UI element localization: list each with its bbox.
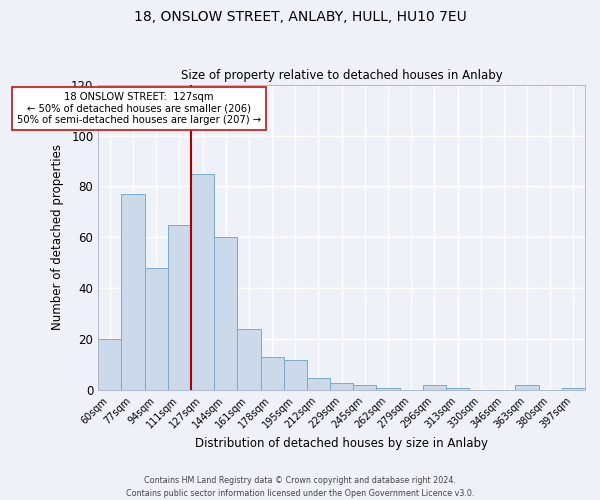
Text: Contains HM Land Registry data © Crown copyright and database right 2024.
Contai: Contains HM Land Registry data © Crown c…	[126, 476, 474, 498]
Bar	[191, 174, 214, 390]
Bar	[121, 194, 145, 390]
X-axis label: Distribution of detached houses by size in Anlaby: Distribution of detached houses by size …	[195, 437, 488, 450]
Bar	[98, 340, 121, 390]
Bar	[353, 385, 376, 390]
Bar	[145, 268, 168, 390]
Text: 18, ONSLOW STREET, ANLABY, HULL, HU10 7EU: 18, ONSLOW STREET, ANLABY, HULL, HU10 7E…	[134, 10, 466, 24]
Bar	[260, 357, 284, 390]
Bar	[168, 224, 191, 390]
Y-axis label: Number of detached properties: Number of detached properties	[51, 144, 64, 330]
Bar	[562, 388, 585, 390]
Bar	[214, 238, 238, 390]
Bar	[330, 382, 353, 390]
Bar	[307, 378, 330, 390]
Bar	[238, 329, 260, 390]
Text: 18 ONSLOW STREET:  127sqm
← 50% of detached houses are smaller (206)
50% of semi: 18 ONSLOW STREET: 127sqm ← 50% of detach…	[17, 92, 261, 126]
Bar	[284, 360, 307, 390]
Bar	[515, 385, 539, 390]
Title: Size of property relative to detached houses in Anlaby: Size of property relative to detached ho…	[181, 69, 503, 82]
Bar	[446, 388, 469, 390]
Bar	[423, 385, 446, 390]
Bar	[376, 388, 400, 390]
